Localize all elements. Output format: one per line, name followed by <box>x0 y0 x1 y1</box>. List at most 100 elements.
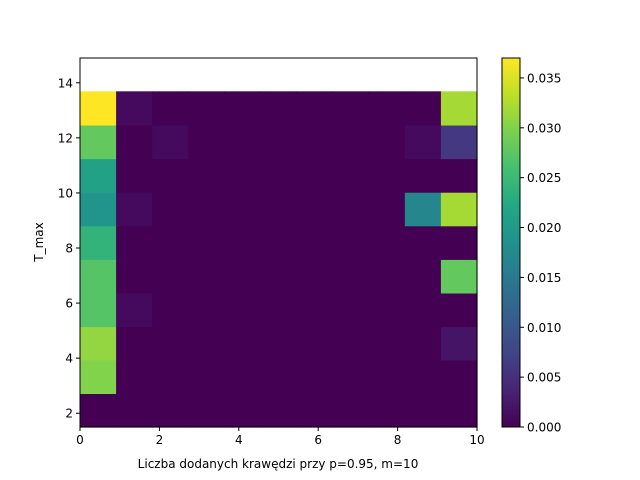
heatmap-cell <box>440 158 478 193</box>
y-tick-label: 6 <box>65 297 73 311</box>
heatmap-cell <box>404 359 442 395</box>
heatmap-cell <box>368 292 406 328</box>
heatmap-cell <box>80 192 117 227</box>
x-tick-label: 4 <box>235 433 243 447</box>
x-tick-label: 8 <box>394 433 402 447</box>
heatmap-cell <box>368 158 406 193</box>
heatmap-cell <box>368 91 406 126</box>
heatmap-cell <box>332 225 370 260</box>
heatmap-cell <box>332 259 370 294</box>
heatmap-cell <box>404 124 442 160</box>
heatmap-cell <box>332 326 370 361</box>
heatmap-cell <box>188 326 225 361</box>
heatmap-cell <box>296 259 334 294</box>
heatmap-cell <box>440 192 478 227</box>
heatmap-cell <box>404 158 442 193</box>
heatmap-cell <box>80 158 117 193</box>
heatmap-cell <box>80 259 117 294</box>
heatmap-cell <box>296 192 334 227</box>
heatmap-cell <box>116 292 153 328</box>
heatmap-cell <box>332 124 370 160</box>
heatmap-cell <box>296 326 334 361</box>
heatmap-cell <box>188 91 225 126</box>
heatmap-cell <box>296 393 334 428</box>
heatmap-cell <box>116 259 153 294</box>
heatmap-cell <box>260 158 298 193</box>
heatmap-cell <box>440 124 478 160</box>
heatmap-cell <box>224 259 262 294</box>
heatmap-cell <box>404 91 442 126</box>
colorbar-tick-label: 0.005 <box>527 371 561 385</box>
heatmap-cell <box>296 292 334 328</box>
heatmap-cell <box>440 259 478 294</box>
heatmap-cell <box>116 225 153 260</box>
heatmap-cell <box>224 124 262 160</box>
heatmap-cell <box>332 158 370 193</box>
heatmap-cell <box>188 192 225 227</box>
y-axis: 2 4 6 8 10 12 14 <box>58 76 80 421</box>
heatmap-cell <box>116 91 153 126</box>
heatmap-cell <box>116 359 153 395</box>
heatmap-cell <box>152 259 189 294</box>
heatmap-cell <box>404 259 442 294</box>
heatmap-cell <box>152 359 189 395</box>
heatmap-cell <box>440 225 478 260</box>
heatmap-cell <box>440 326 478 361</box>
heatmap-cell <box>368 225 406 260</box>
heatmap-cell <box>224 192 262 227</box>
heatmap-cell <box>224 158 262 193</box>
heatmap-cell <box>116 158 153 193</box>
y-axis-label: T_max <box>32 222 46 262</box>
heatmap-cell <box>260 259 298 294</box>
heatmap-cell <box>260 292 298 328</box>
heatmap-cell <box>188 225 225 260</box>
heatmap-cell <box>116 192 153 227</box>
heatmap-cell <box>404 225 442 260</box>
heatmap-cell <box>116 124 153 160</box>
heatmap-cell <box>368 393 406 428</box>
heatmap-cell <box>332 292 370 328</box>
y-tick-label: 12 <box>58 131 73 145</box>
heatmap-cell <box>260 192 298 227</box>
heatmap-cell <box>296 225 334 260</box>
heatmap-cell <box>152 225 189 260</box>
colorbar-tick-label: 0.015 <box>527 271 561 285</box>
heatmap-cell <box>224 292 262 328</box>
heatmap-cell <box>368 359 406 395</box>
heatmap-cell <box>188 158 225 193</box>
heatmap-cell <box>188 124 225 160</box>
heatmap-cell <box>368 326 406 361</box>
heatmap-cell <box>368 124 406 160</box>
x-tick-label: 2 <box>156 433 164 447</box>
colorbar-tick-label: 0.020 <box>527 221 561 235</box>
heatmap-cell <box>152 292 189 328</box>
heatmap-cell <box>152 393 189 428</box>
x-tick-label: 0 <box>76 433 84 447</box>
heatmap-cell <box>188 292 225 328</box>
heatmap-cell <box>296 91 334 126</box>
x-tick-label: 6 <box>314 433 322 447</box>
plot-frame <box>79 57 478 428</box>
heatmap-cell <box>116 393 153 428</box>
heatmap-cell <box>332 359 370 395</box>
heatmap-cells <box>80 91 478 428</box>
heatmap-cell <box>404 292 442 328</box>
colorbar-tick-label: 0.025 <box>527 171 561 185</box>
heatmap-cell <box>260 91 298 126</box>
colorbar-tick-label: 0.010 <box>527 321 561 335</box>
heatmap-cell <box>80 393 117 428</box>
heatmap-cell <box>404 192 442 227</box>
heatmap-cell <box>152 124 189 160</box>
heatmap-cell <box>260 124 298 160</box>
heatmap-cell <box>152 91 189 126</box>
x-axis-label: Liczba dodanych krawędzi przy p=0.95, m=… <box>138 457 419 471</box>
heatmap-cell <box>188 393 225 428</box>
heatmap-cell <box>332 393 370 428</box>
y-tick-label: 2 <box>65 407 73 421</box>
heatmap-cell <box>224 359 262 395</box>
colorbar-tick-label: 0.035 <box>527 71 561 85</box>
heatmap-cell <box>260 393 298 428</box>
heatmap-cell <box>224 91 262 126</box>
heatmap-cell <box>296 124 334 160</box>
